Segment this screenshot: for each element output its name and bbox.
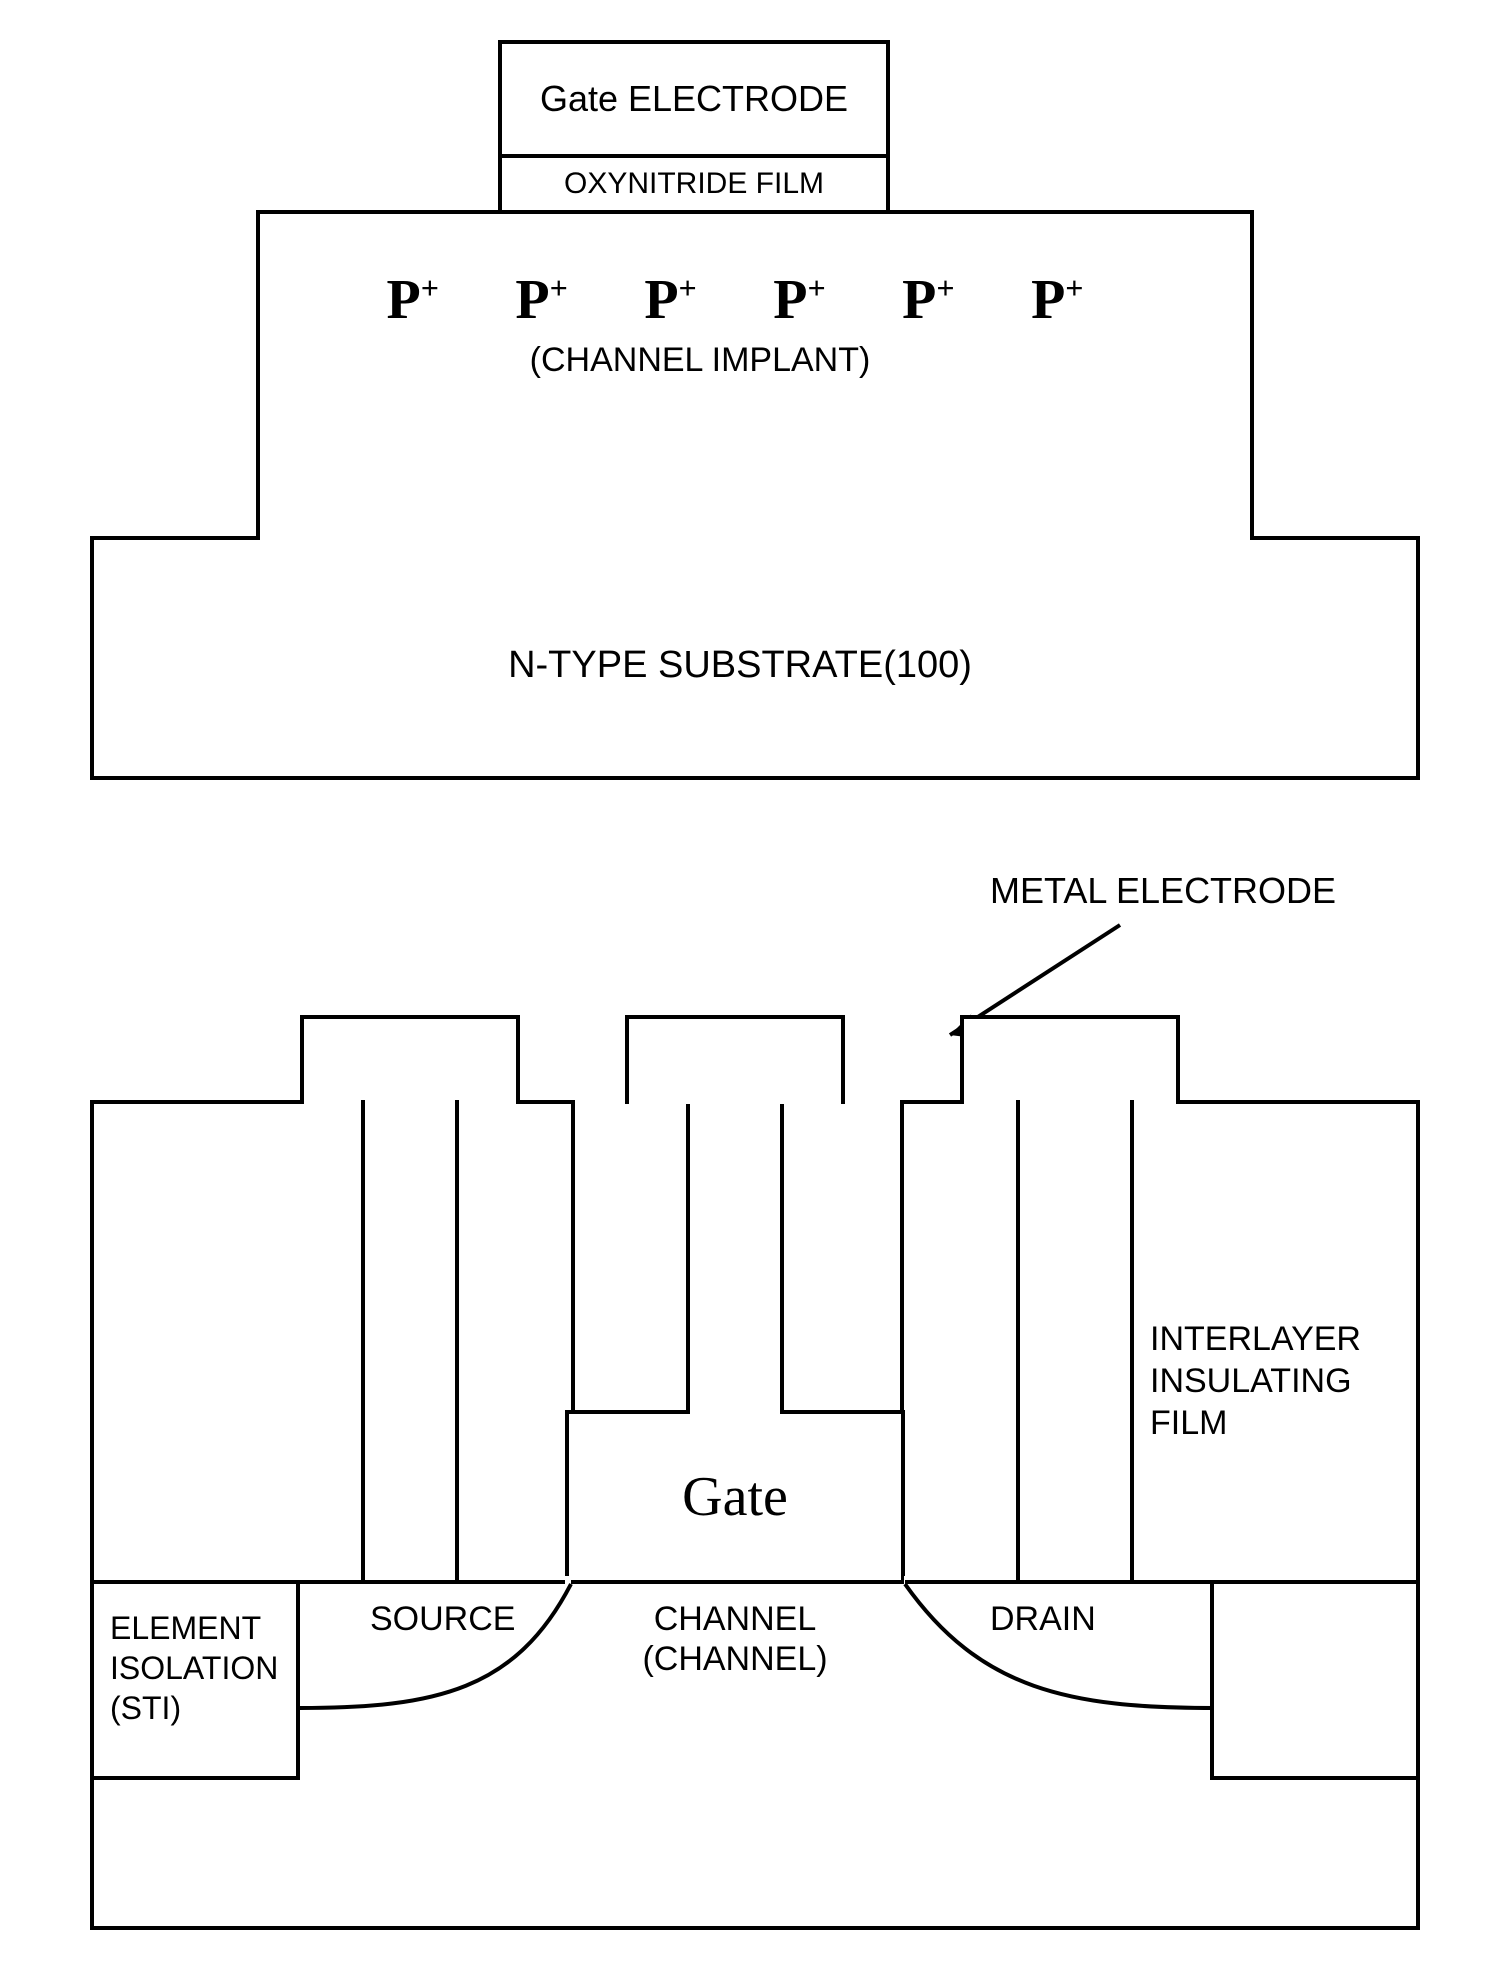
sti-label-3: (STI) <box>110 1690 181 1727</box>
metal-electrode-label: METAL ELECTRODE <box>990 870 1336 912</box>
sti-right-box <box>1210 1580 1420 1780</box>
p-symbol: P <box>902 269 936 331</box>
p-symbol: P <box>515 269 549 331</box>
top-left-inner-box <box>90 210 260 540</box>
gate-electrode-box: Gate ELECTRODE <box>498 40 890 158</box>
electrode-stem-left <box>361 1100 459 1584</box>
mid-left-column <box>455 1100 575 1584</box>
electrode-head-left <box>300 1015 520 1104</box>
sti-label-1: ELEMENT <box>110 1610 261 1647</box>
p-plus: + <box>807 269 825 305</box>
substrate-label: N-TYPE SUBSTRATE(100) <box>340 640 1140 690</box>
interlayer-label-3: FILM <box>1150 1404 1227 1443</box>
p-symbol: P <box>773 269 807 331</box>
p-symbol: P <box>1031 269 1065 331</box>
drain-label: DRAIN <box>990 1600 1096 1639</box>
gate-box: Gate <box>565 1410 905 1584</box>
electrode-head-mid <box>625 1015 845 1104</box>
electrode-stem-mid <box>686 1100 784 1410</box>
channel-implant-label: (CHANNEL IMPLANT) <box>400 340 1000 380</box>
sti-label-2: ISOLATION <box>110 1650 278 1687</box>
channel-label: CHANNEL <box>590 1600 880 1639</box>
top-right-inner-box <box>1250 210 1420 540</box>
interlayer-label-1: INTERLAYER <box>1150 1320 1361 1359</box>
p-plus: + <box>1065 269 1083 305</box>
oxynitride-film-box: OXYNITRIDE FILM <box>498 154 890 214</box>
electrode-head-right <box>960 1015 1180 1104</box>
p-plus: + <box>550 269 568 305</box>
implant-row: P+ P+ P+ P+ P+ P+ <box>310 260 1160 340</box>
mid-right-column <box>900 1100 1020 1584</box>
p-symbol: P <box>386 269 420 331</box>
interlayer-label-2: INSULATING <box>1150 1362 1352 1401</box>
source-label: SOURCE <box>370 1600 515 1639</box>
p-plus: + <box>936 269 954 305</box>
p-plus: + <box>421 269 439 305</box>
left-interlayer-box <box>90 1100 365 1584</box>
p-symbol: P <box>644 269 678 331</box>
electrode-stem-right <box>1016 1100 1134 1584</box>
p-plus: + <box>679 269 697 305</box>
channel-sub-label: (CHANNEL) <box>590 1640 880 1679</box>
